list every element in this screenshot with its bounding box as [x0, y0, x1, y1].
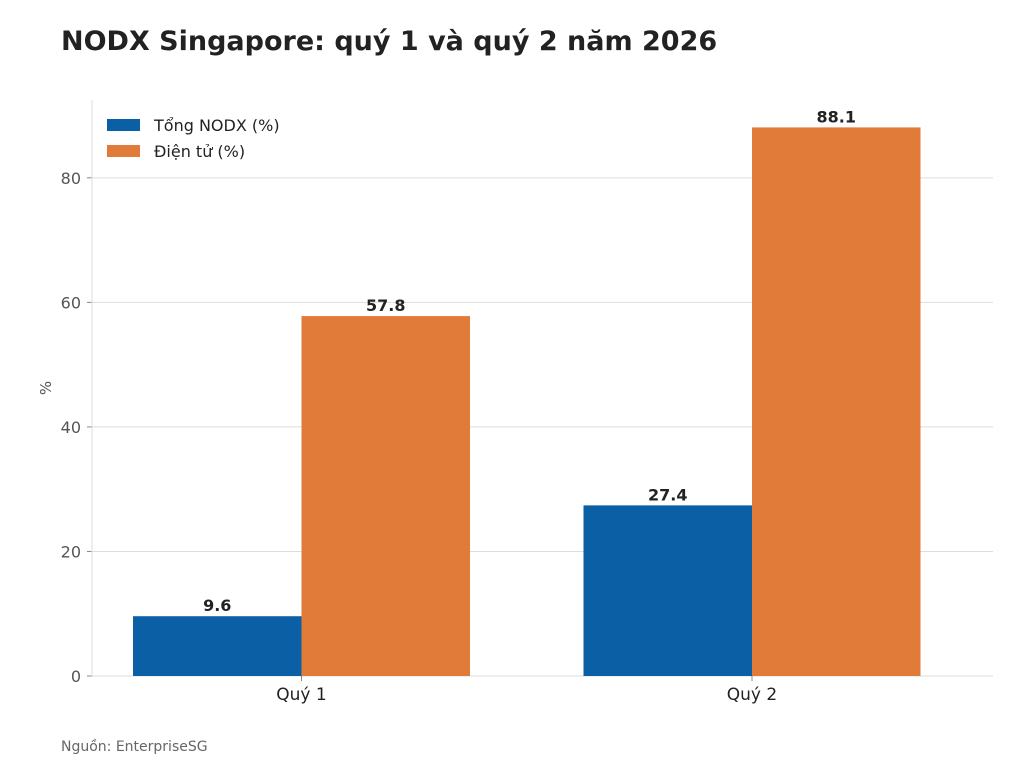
- legend-label-tong-nodx: Tổng NODX (%): [153, 116, 280, 135]
- value-label-dien-tu-q1: 57.8: [366, 296, 405, 315]
- legend-swatch-tong-nodx: [107, 119, 140, 131]
- legend: Tổng NODX (%) Điện tử (%): [107, 116, 280, 161]
- bar-tong-nodx-q1: [133, 616, 302, 676]
- source-note: Nguồn: EnterpriseSG: [61, 739, 208, 755]
- y-tick-label-0: 0: [71, 667, 81, 686]
- bar-dien-tu-q2: [752, 127, 921, 676]
- x-tick-label-2: Quý 2: [727, 685, 777, 705]
- legend-swatch-dien-tu: [107, 145, 140, 157]
- legend-label-dien-tu: Điện tử (%): [154, 142, 245, 161]
- y-tick-label-80: 80: [61, 169, 81, 188]
- chart-title: NODX Singapore: quý 1 và quý 2 năm 2026: [61, 26, 718, 57]
- value-label-tong-nodx-q1: 9.6: [203, 596, 231, 615]
- bar-dien-tu-q1: [301, 316, 470, 676]
- y-tick-label-20: 20: [61, 542, 81, 561]
- x-tick-label-1: Quý 1: [276, 685, 326, 705]
- y-tick-label-40: 40: [61, 418, 81, 437]
- y-tick-label-60: 60: [61, 293, 81, 312]
- bar-tong-nodx-q2: [583, 505, 752, 676]
- y-axis-label: %: [37, 381, 55, 395]
- value-labels: 9.6 57.8 27.4 88.1: [203, 107, 856, 615]
- bars: [133, 127, 921, 676]
- value-label-dien-tu-q2: 88.1: [817, 107, 856, 126]
- value-label-tong-nodx-q2: 27.4: [648, 485, 687, 504]
